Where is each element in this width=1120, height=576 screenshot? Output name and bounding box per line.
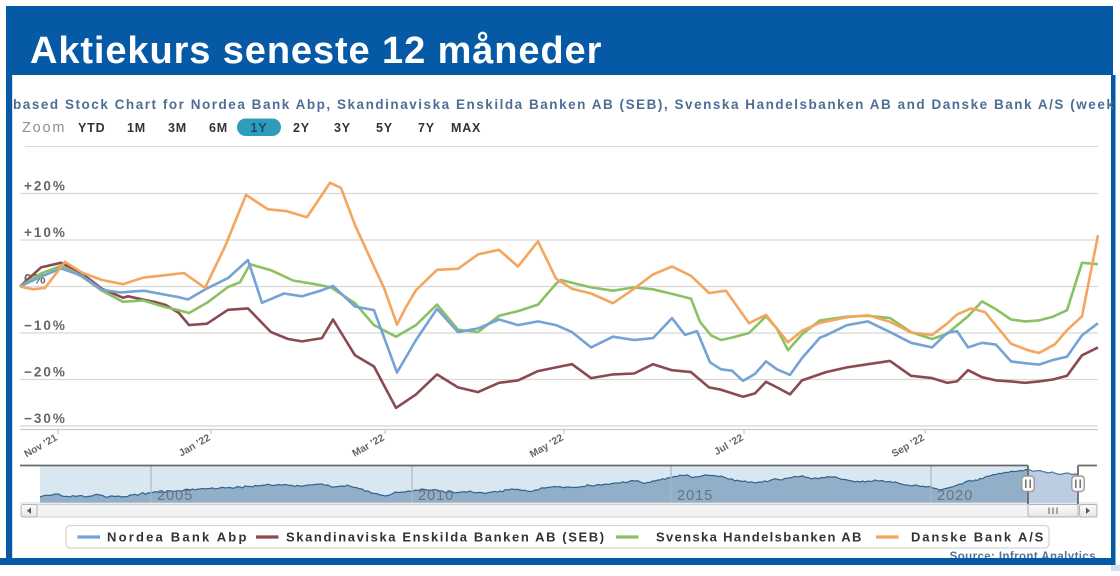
svg-text:Nordea Bank Abp: Nordea Bank Abp [107, 530, 249, 545]
svg-text:5Y: 5Y [376, 121, 393, 135]
svg-text:2010: 2010 [418, 488, 454, 504]
svg-text:+20%: +20% [24, 179, 67, 194]
svg-text:Zoom: Zoom [22, 120, 66, 136]
svg-text:1M: 1M [127, 121, 146, 135]
svg-text:+10%: +10% [24, 225, 67, 240]
svg-text:MAX: MAX [451, 121, 481, 135]
svg-text:2005: 2005 [157, 488, 193, 504]
svg-text:Svenska Handelsbanken AB: Svenska Handelsbanken AB [656, 530, 863, 545]
svg-text:Aktiekurs seneste 12 måneder: Aktiekurs seneste 12 måneder [30, 30, 602, 72]
svg-text:YTD: YTD [78, 121, 105, 135]
svg-text:3Y: 3Y [334, 121, 351, 135]
svg-text:2020: 2020 [937, 488, 973, 504]
svg-text:−20%: −20% [24, 365, 67, 380]
svg-text:Danske Bank A/S: Danske Bank A/S [911, 530, 1045, 545]
svg-text:Skandinaviska Enskilda Banken: Skandinaviska Enskilda Banken AB (SEB) [286, 530, 606, 545]
svg-text:−10%: −10% [24, 318, 67, 333]
svg-text:1Y: 1Y [251, 121, 268, 135]
svg-text:−30%: −30% [24, 411, 67, 426]
svg-text:2015: 2015 [677, 488, 713, 504]
svg-text:6M: 6M [209, 121, 228, 135]
svg-text:based Stock Chart for Nordea B: based Stock Chart for Nordea Bank Abp, S… [13, 97, 1115, 112]
svg-text:3M: 3M [168, 121, 187, 135]
svg-text:7Y: 7Y [418, 121, 435, 135]
svg-text:2Y: 2Y [293, 121, 310, 135]
